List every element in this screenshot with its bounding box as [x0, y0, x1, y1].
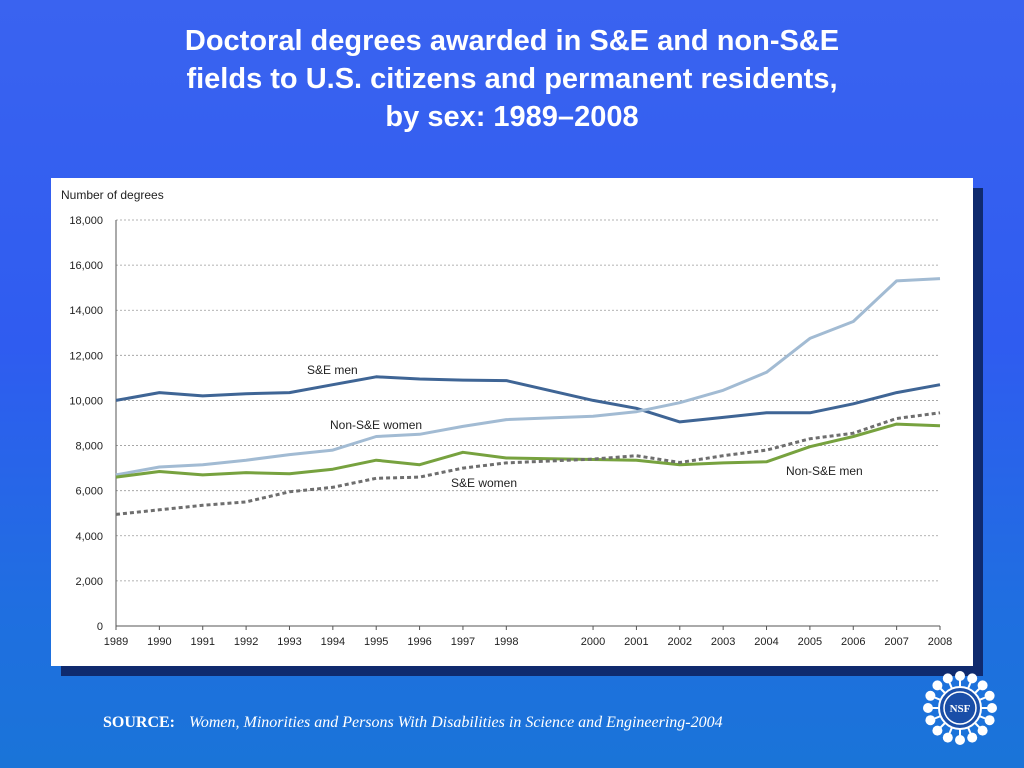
logo-ray	[925, 690, 936, 701]
x-tick-label: 2006	[841, 636, 865, 648]
logo-spoke	[930, 714, 942, 722]
logo-spoke	[966, 678, 974, 690]
x-tick-label: 1997	[451, 636, 475, 648]
series-line-non-sne-women	[115, 277, 941, 477]
x-tick-label: 2003	[711, 636, 735, 648]
logo-ray	[984, 690, 995, 701]
source-note: SOURCE: Women, Minorities and Persons Wi…	[103, 714, 723, 732]
y-tick-label: 4,000	[75, 531, 103, 543]
logo-ray	[942, 732, 953, 743]
title-line-3: by sex: 1989–2008	[385, 101, 639, 133]
nsf-seal-icon: NSF	[923, 671, 997, 745]
x-tick-label: 2004	[754, 636, 778, 648]
nsf-logo: NSF	[919, 667, 1001, 749]
logo-ray	[984, 715, 995, 726]
logo-ray	[942, 673, 953, 684]
logo-spoke	[966, 726, 974, 738]
x-tick-label: 1996	[407, 636, 431, 648]
y-tick-label: 18,000	[69, 215, 103, 227]
gridlines	[116, 219, 940, 582]
x-tick-label: 1991	[190, 636, 214, 648]
line-chart: Number of degrees 0 2,000 4,000 6,000 8,000 1…	[61, 188, 952, 648]
x-tick-label: 1993	[277, 636, 301, 648]
series-labels: S&E men Non-S&E women Non-S&E men S&E wo…	[307, 363, 863, 490]
x-tick-label: 1989	[104, 636, 128, 648]
x-tick-label: 1994	[321, 636, 345, 648]
logo-spoke	[946, 678, 954, 690]
logo-spoke	[978, 694, 990, 702]
annotation-non-sne-men: Non-S&E men	[786, 464, 863, 478]
x-tick-label: 1995	[364, 636, 388, 648]
source-reference: Women, Minorities and Persons With Disab…	[189, 714, 723, 731]
logo-spoke	[978, 714, 990, 722]
y-tick-label: 6,000	[75, 486, 103, 498]
x-tick-label: 2007	[884, 636, 908, 648]
logo-spoke	[946, 726, 954, 738]
y-axis-label: Number of degrees	[61, 188, 164, 202]
logo-ray	[967, 673, 978, 684]
x-tick-label: 1990	[147, 636, 171, 648]
x-tick-label: 1998	[494, 636, 518, 648]
x-tick-label: 1992	[234, 636, 258, 648]
series-line-sne-women	[115, 411, 941, 516]
annotation-sne-men: S&E men	[307, 363, 358, 377]
logo-spoke	[930, 694, 942, 702]
x-tick-label: 2005	[798, 636, 822, 648]
series-line-sne-men	[115, 375, 941, 424]
y-tick-label: 8,000	[75, 441, 103, 453]
x-tick-label: 2000	[581, 636, 605, 648]
annotation-non-sne-women: Non-S&E women	[330, 418, 422, 432]
title-line-1: Doctoral degrees awarded in S&E and non-…	[184, 25, 840, 57]
y-tick-label: 0	[97, 621, 103, 633]
y-tick-label: 2,000	[75, 576, 103, 588]
y-tick-label: 12,000	[69, 350, 103, 362]
title-line-2: fields to U.S. citizens and permanent re…	[186, 63, 838, 95]
series-lines	[115, 277, 941, 516]
annotation-sne-women: S&E women	[451, 476, 517, 490]
y-tick-label: 16,000	[69, 260, 103, 272]
axes: 0 2,000 4,000 6,000 8,000 10,000 12,000 14,000 1…	[69, 215, 952, 648]
x-tick-label: 2001	[624, 636, 648, 648]
logo-ray	[967, 732, 978, 743]
y-tick-label: 14,000	[69, 305, 103, 317]
slide-title: Doctoral degrees awarded in S&E and non-…	[0, 22, 1024, 136]
source-label: SOURCE:	[103, 714, 176, 731]
chart-card: Number of degrees 0 2,000 4,000 6,000 8,000 1…	[51, 178, 973, 666]
x-tick-label: 2002	[668, 636, 692, 648]
logo-text: NSF	[950, 703, 971, 715]
logo-ray	[925, 715, 936, 726]
series-line-non-sne-men	[115, 422, 941, 479]
x-tick-label: 2008	[928, 636, 952, 648]
y-tick-label: 10,000	[69, 395, 103, 407]
